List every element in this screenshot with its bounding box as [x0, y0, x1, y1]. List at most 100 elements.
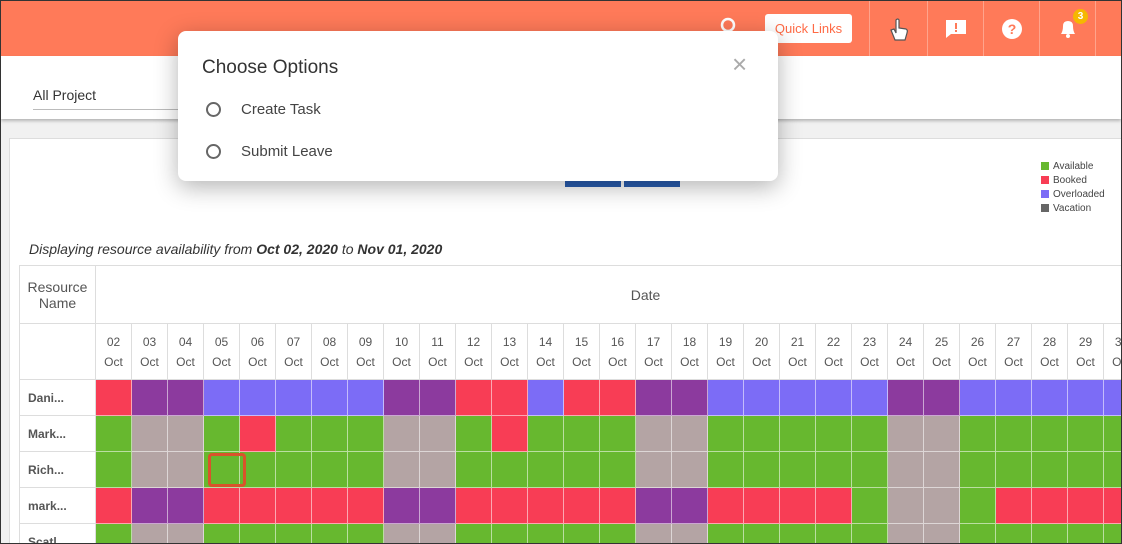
availability-cell[interactable] — [492, 524, 528, 543]
availability-cell[interactable] — [852, 488, 888, 524]
button[interactable] — [624, 177, 680, 187]
availability-cell[interactable] — [996, 380, 1032, 416]
availability-cell[interactable] — [96, 524, 132, 543]
availability-cell[interactable] — [924, 524, 960, 543]
availability-cell[interactable] — [600, 488, 636, 524]
availability-cell[interactable] — [384, 380, 420, 416]
availability-cell[interactable] — [924, 416, 960, 452]
availability-cell[interactable] — [492, 416, 528, 452]
availability-cell[interactable] — [960, 452, 996, 488]
availability-cell[interactable] — [384, 524, 420, 543]
availability-cell[interactable] — [492, 452, 528, 488]
availability-cell[interactable] — [348, 488, 384, 524]
availability-cell[interactable] — [852, 524, 888, 543]
radio[interactable] — [206, 144, 221, 159]
availability-cell[interactable] — [240, 452, 276, 488]
availability-cell[interactable] — [888, 488, 924, 524]
option[interactable]: Create Task — [206, 101, 321, 118]
availability-cell[interactable] — [564, 524, 600, 543]
availability-cell[interactable] — [1068, 452, 1104, 488]
availability-cell[interactable] — [240, 524, 276, 543]
resource-name[interactable]: Rich... — [20, 452, 96, 488]
availability-cell[interactable] — [384, 452, 420, 488]
availability-cell[interactable] — [492, 488, 528, 524]
resource-name[interactable]: Scatl... — [20, 524, 96, 543]
availability-cell[interactable] — [960, 524, 996, 543]
availability-cell[interactable] — [528, 380, 564, 416]
availability-cell[interactable] — [240, 488, 276, 524]
availability-cell[interactable] — [1104, 524, 1121, 543]
project-select[interactable]: All Project — [33, 87, 183, 110]
availability-cell[interactable] — [672, 488, 708, 524]
availability-cell[interactable] — [204, 416, 240, 452]
availability-cell[interactable] — [420, 524, 456, 543]
availability-cell[interactable] — [96, 380, 132, 416]
availability-cell[interactable] — [672, 452, 708, 488]
availability-cell[interactable] — [276, 380, 312, 416]
availability-cell[interactable] — [744, 452, 780, 488]
availability-cell[interactable] — [636, 380, 672, 416]
help-icon[interactable]: ? — [983, 1, 1039, 56]
radio[interactable] — [206, 102, 221, 117]
availability-cell[interactable] — [348, 452, 384, 488]
resource-name[interactable]: Dani... — [20, 380, 96, 416]
availability-cell[interactable] — [348, 524, 384, 543]
availability-cell[interactable] — [672, 416, 708, 452]
availability-cell[interactable] — [312, 488, 348, 524]
availability-cell[interactable] — [888, 524, 924, 543]
option-label[interactable]: Submit Leave — [241, 143, 333, 160]
availability-cell[interactable] — [132, 488, 168, 524]
availability-cell[interactable] — [780, 452, 816, 488]
availability-cell[interactable] — [420, 416, 456, 452]
availability-cell[interactable] — [636, 452, 672, 488]
availability-cell[interactable] — [852, 416, 888, 452]
availability-cell[interactable] — [132, 416, 168, 452]
availability-cell[interactable] — [780, 524, 816, 543]
availability-cell[interactable] — [924, 452, 960, 488]
availability-cell[interactable] — [996, 416, 1032, 452]
availability-cell[interactable] — [276, 452, 312, 488]
availability-cell[interactable] — [168, 524, 204, 543]
availability-cell[interactable] — [780, 380, 816, 416]
availability-cell[interactable] — [816, 380, 852, 416]
availability-cell[interactable] — [1068, 524, 1104, 543]
resource-name[interactable]: Mark... — [20, 416, 96, 452]
availability-cell[interactable] — [780, 416, 816, 452]
availability-cell[interactable] — [708, 452, 744, 488]
availability-cell[interactable] — [96, 416, 132, 452]
availability-cell[interactable] — [420, 380, 456, 416]
availability-cell[interactable] — [132, 380, 168, 416]
availability-cell[interactable] — [168, 452, 204, 488]
availability-cell[interactable] — [636, 416, 672, 452]
button[interactable] — [565, 177, 621, 187]
availability-cell[interactable] — [888, 452, 924, 488]
availability-cell[interactable] — [1104, 416, 1121, 452]
availability-cell[interactable] — [636, 524, 672, 543]
availability-cell[interactable] — [204, 380, 240, 416]
option-label[interactable]: Create Task — [241, 101, 321, 118]
availability-cell[interactable] — [744, 416, 780, 452]
availability-cell[interactable] — [816, 452, 852, 488]
availability-cell[interactable] — [384, 416, 420, 452]
availability-cell[interactable] — [600, 452, 636, 488]
availability-cell[interactable] — [1104, 488, 1121, 524]
availability-cell[interactable] — [96, 452, 132, 488]
availability-cell[interactable] — [708, 416, 744, 452]
availability-cell[interactable] — [1104, 452, 1121, 488]
availability-cell[interactable] — [744, 488, 780, 524]
availability-cell[interactable] — [708, 524, 744, 543]
avatar[interactable] — [1095, 1, 1121, 56]
availability-cell[interactable] — [1032, 380, 1068, 416]
availability-cell[interactable] — [816, 524, 852, 543]
availability-cell[interactable] — [1068, 380, 1104, 416]
availability-cell[interactable] — [924, 380, 960, 416]
availability-cell[interactable] — [708, 380, 744, 416]
availability-cell[interactable] — [456, 380, 492, 416]
availability-cell[interactable] — [708, 488, 744, 524]
availability-cell[interactable] — [312, 524, 348, 543]
resource-name[interactable]: mark... — [20, 488, 96, 524]
availability-cell[interactable] — [276, 488, 312, 524]
availability-cell[interactable] — [852, 452, 888, 488]
availability-cell[interactable] — [240, 416, 276, 452]
quick-links-button[interactable]: Quick Links — [765, 14, 852, 43]
